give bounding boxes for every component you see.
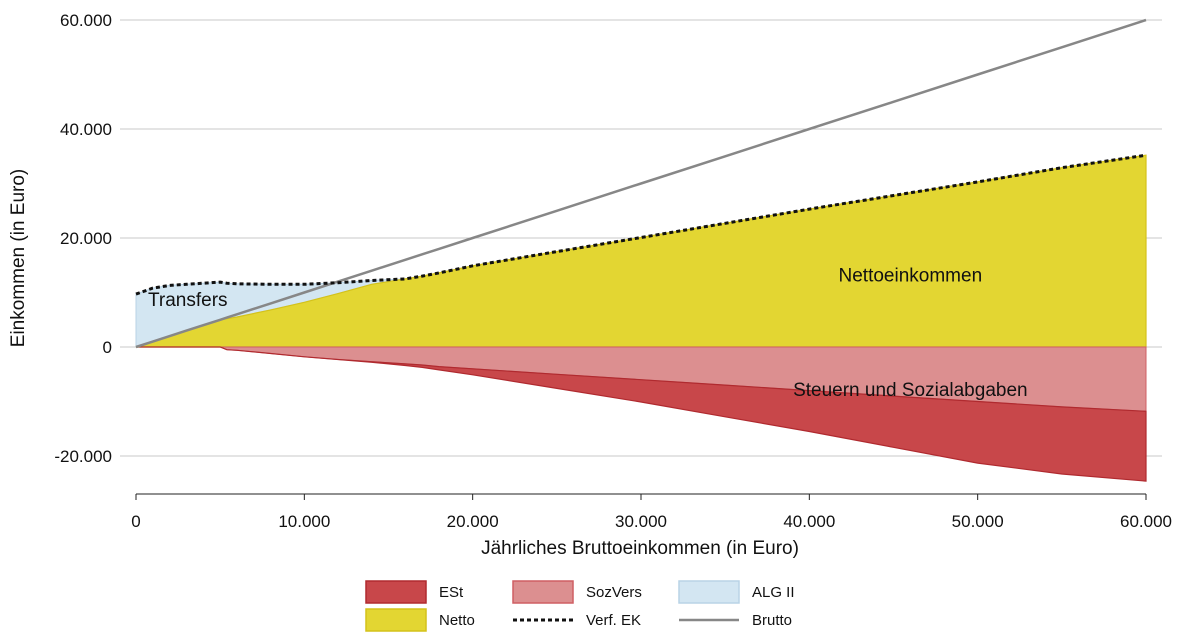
legend-label: ESt bbox=[439, 584, 464, 601]
y-tick-label: 60.000 bbox=[60, 11, 112, 30]
legend-label: ALG II bbox=[752, 584, 795, 601]
area-layers bbox=[135, 154, 1147, 482]
x-tick-label: 50.000 bbox=[952, 512, 1004, 531]
line-brutto bbox=[135, 18, 1147, 349]
legend-swatch-est bbox=[365, 580, 427, 604]
x-tick-label: 0 bbox=[131, 512, 140, 531]
legend: ESt SozVers ALG II Netto Verf. EK Brutto bbox=[365, 580, 795, 632]
x-tick-label: 10.000 bbox=[278, 512, 330, 531]
line-layers bbox=[135, 18, 1147, 349]
x-tick-label: 20.000 bbox=[447, 512, 499, 531]
legend-swatch-sozvers bbox=[512, 580, 574, 604]
y-axis-title: Einkommen (in Euro) bbox=[8, 169, 29, 347]
annotation-label: Transfers bbox=[148, 290, 228, 311]
y-tick-label: 40.000 bbox=[60, 120, 112, 139]
x-tick-label: 60.000 bbox=[1120, 512, 1172, 531]
legend-item-verf_ek: Verf. EK bbox=[513, 612, 641, 629]
axes: -20.000 0 20.000 40.000 60.000 0 10.000 20.000 3… bbox=[54, 11, 1172, 531]
line-verf-ek bbox=[135, 153, 1147, 296]
legend-label: Verf. EK bbox=[586, 612, 641, 629]
legend-item-brutto: Brutto bbox=[679, 612, 792, 629]
annotations: Transfers Nettoeinkommen Steuern und Sozia… bbox=[148, 266, 1028, 401]
x-axis-title: Jährliches Bruttoeinkommen (in Euro) bbox=[481, 538, 799, 559]
legend-swatch-netto bbox=[365, 608, 427, 632]
legend-item-netto: Netto bbox=[365, 608, 475, 632]
y-tick-label: 0 bbox=[103, 338, 112, 357]
area-est bbox=[136, 346, 1147, 482]
legend-label: SozVers bbox=[586, 584, 642, 601]
x-tick-label: 30.000 bbox=[615, 512, 667, 531]
legend-label: Brutto bbox=[752, 612, 792, 629]
y-tick-label: 20.000 bbox=[60, 229, 112, 248]
legend-swatch-alg2 bbox=[678, 580, 740, 604]
y-tick-label: -20.000 bbox=[54, 447, 112, 466]
legend-item-est: ESt bbox=[365, 580, 464, 604]
legend-label: Netto bbox=[439, 612, 475, 629]
annotation-label: Nettoeinkommen bbox=[839, 266, 983, 287]
legend-item-sozvers: SozVers bbox=[512, 580, 642, 604]
annotation-label: Steuern und Sozialabgaben bbox=[793, 380, 1028, 401]
legend-item-alg2: ALG II bbox=[678, 580, 795, 604]
x-tick-label: 40.000 bbox=[783, 512, 835, 531]
